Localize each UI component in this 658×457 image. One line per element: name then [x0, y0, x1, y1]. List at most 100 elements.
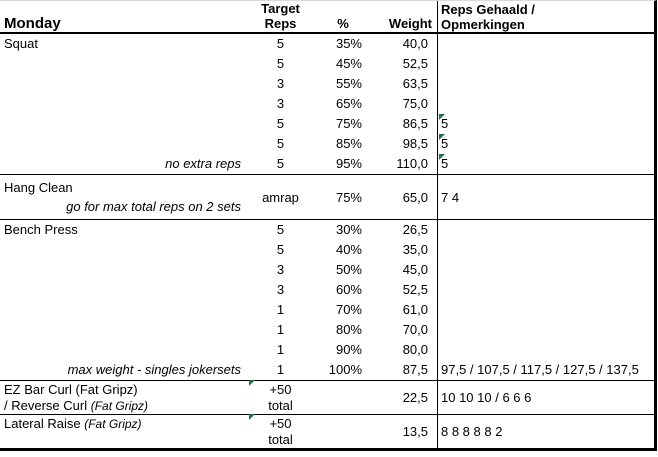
- cell-weight[interactable]: 65,0: [402, 189, 428, 205]
- cell-weight[interactable]: 63,5: [402, 76, 428, 91]
- cell-weight[interactable]: 87,5: [402, 362, 428, 377]
- cell-target-reps[interactable]: amrap: [262, 189, 299, 205]
- cell-result[interactable]: 5: [437, 134, 654, 154]
- cell-result[interactable]: 5: [437, 114, 654, 134]
- cell-exercise[interactable]: [0, 280, 243, 300]
- cell-result[interactable]: 7 4: [437, 175, 654, 219]
- cell-target-reps[interactable]: 5: [276, 242, 285, 257]
- cell-target-reps[interactable]: 1: [276, 302, 285, 317]
- cell-result[interactable]: [437, 280, 654, 300]
- cell-exercise[interactable]: max weight - singles jokersets: [0, 360, 243, 380]
- cell-percent[interactable]: 95%: [335, 156, 362, 171]
- cell-weight[interactable]: 70,0: [402, 322, 428, 337]
- cell-percent[interactable]: 75%: [335, 189, 362, 205]
- cell-percent[interactable]: 90%: [335, 342, 362, 357]
- notes-header-cell[interactable]: Reps Gehaald / Opmerkingen: [437, 1, 654, 32]
- cell-exercise[interactable]: no extra reps: [0, 154, 243, 174]
- cell-exercise[interactable]: [0, 94, 243, 114]
- target-reps-header-cell[interactable]: Target Reps: [243, 1, 318, 32]
- cell-weight[interactable]: 35,0: [402, 242, 428, 257]
- cell-percent[interactable]: 45%: [335, 56, 362, 71]
- cell-result[interactable]: [437, 94, 654, 114]
- cell-target-reps[interactable]: 5: [276, 156, 285, 171]
- cell-weight[interactable]: 80,0: [402, 342, 428, 357]
- cell-percent[interactable]: 65%: [335, 96, 362, 111]
- cell-exercise[interactable]: [0, 320, 243, 340]
- cell-weight[interactable]: 75,0: [402, 96, 428, 111]
- cell-result[interactable]: 5: [437, 154, 654, 174]
- cell-exercise[interactable]: Lateral Raise (Fat Gripz): [0, 415, 243, 448]
- cell-result[interactable]: [437, 240, 654, 260]
- cell-result[interactable]: [437, 340, 654, 360]
- cell-result[interactable]: [437, 320, 654, 340]
- cell-result[interactable]: [437, 54, 654, 74]
- cell-percent[interactable]: [318, 415, 368, 448]
- cell-weight[interactable]: 86,5: [402, 116, 428, 131]
- cell-exercise[interactable]: [0, 240, 243, 260]
- cell-weight[interactable]: 52,5: [402, 56, 428, 71]
- cell-percent[interactable]: 60%: [335, 282, 362, 297]
- cell-target-reps[interactable]: 3: [276, 282, 285, 297]
- percent-header-cell[interactable]: %: [318, 1, 368, 32]
- cell-target-reps[interactable]: 5: [276, 136, 285, 151]
- cell-exercise[interactable]: Bench Press: [0, 220, 243, 240]
- cell-percent[interactable]: 50%: [335, 262, 362, 277]
- cell-exercise[interactable]: [0, 54, 243, 74]
- cell-percent[interactable]: 70%: [335, 302, 362, 317]
- cell-percent[interactable]: 55%: [335, 76, 362, 91]
- cell-exercise[interactable]: Hang Clean go for max total reps on 2 se…: [0, 175, 243, 219]
- cell-target-reps[interactable]: 5: [276, 36, 285, 51]
- table-row: 5 40% 35,0: [0, 240, 654, 260]
- cell-result[interactable]: [437, 260, 654, 280]
- cell-exercise[interactable]: EZ Bar Curl (Fat Gripz) / Reverse Curl (…: [0, 381, 243, 414]
- cell-exercise[interactable]: Squat: [0, 34, 243, 54]
- cell-exercise[interactable]: [0, 114, 243, 134]
- cell-weight[interactable]: 98,5: [402, 136, 428, 151]
- cell-exercise[interactable]: [0, 74, 243, 94]
- cell-result[interactable]: [437, 34, 654, 54]
- exercise-name-line2: / Reverse Curl (Fat Gripz): [4, 398, 149, 413]
- cell-target-reps[interactable]: 3: [276, 96, 285, 111]
- cell-percent[interactable]: 80%: [335, 322, 362, 337]
- cell-weight[interactable]: 22,5: [402, 390, 428, 405]
- cell-percent[interactable]: 40%: [335, 242, 362, 257]
- cell-exercise[interactable]: [0, 134, 243, 154]
- cell-exercise[interactable]: [0, 260, 243, 280]
- cell-exercise[interactable]: [0, 300, 243, 320]
- cell-target-reps[interactable]: 5: [276, 56, 285, 71]
- row-annotation: no extra reps: [165, 156, 241, 171]
- cell-percent[interactable]: 75%: [335, 116, 362, 131]
- cell-weight[interactable]: 110,0: [396, 156, 428, 171]
- cell-result[interactable]: 8 8 8 8 8 2: [437, 415, 654, 448]
- cell-target-reps[interactable]: 1: [276, 362, 285, 377]
- cell-target-reps[interactable]: 5: [276, 116, 285, 131]
- cell-weight[interactable]: 26,5: [402, 222, 428, 237]
- row-annotation: go for max total reps on 2 sets: [66, 199, 241, 214]
- row-annotation: max weight - singles jokersets: [67, 362, 241, 377]
- cell-target-reps[interactable]: 3: [276, 262, 285, 277]
- cell-weight[interactable]: 52,5: [402, 282, 428, 297]
- cell-percent[interactable]: 35%: [335, 36, 362, 51]
- cell-weight[interactable]: 61,0: [402, 302, 428, 317]
- cell-target-reps[interactable]: 5: [276, 222, 285, 237]
- cell-result[interactable]: [437, 220, 654, 240]
- cell-percent[interactable]: 85%: [335, 136, 362, 151]
- cell-exercise[interactable]: [0, 340, 243, 360]
- cell-result[interactable]: 97,5 / 107,5 / 117,5 / 127,5 / 137,5: [437, 360, 654, 380]
- cell-weight[interactable]: 13,5: [402, 424, 428, 439]
- cell-target-reps[interactable]: 3: [276, 76, 285, 91]
- day-header-cell[interactable]: Monday: [0, 1, 243, 32]
- cell-target-reps[interactable]: +50 total: [243, 414, 318, 448]
- cell-result[interactable]: 10 10 10 / 6 6 6: [437, 381, 654, 414]
- cell-target-reps[interactable]: 1: [276, 342, 285, 357]
- cell-percent[interactable]: 100%: [328, 362, 362, 377]
- cell-percent[interactable]: 30%: [335, 222, 362, 237]
- cell-result[interactable]: [437, 300, 654, 320]
- cell-weight[interactable]: 40,0: [402, 36, 428, 51]
- cell-result[interactable]: [437, 74, 654, 94]
- cell-percent[interactable]: [318, 381, 368, 414]
- cell-weight[interactable]: 45,0: [402, 262, 428, 277]
- cell-target-reps[interactable]: 1: [276, 322, 285, 337]
- cell-target-reps[interactable]: +50 total: [243, 380, 318, 414]
- weight-header-cell[interactable]: Weight: [368, 1, 437, 32]
